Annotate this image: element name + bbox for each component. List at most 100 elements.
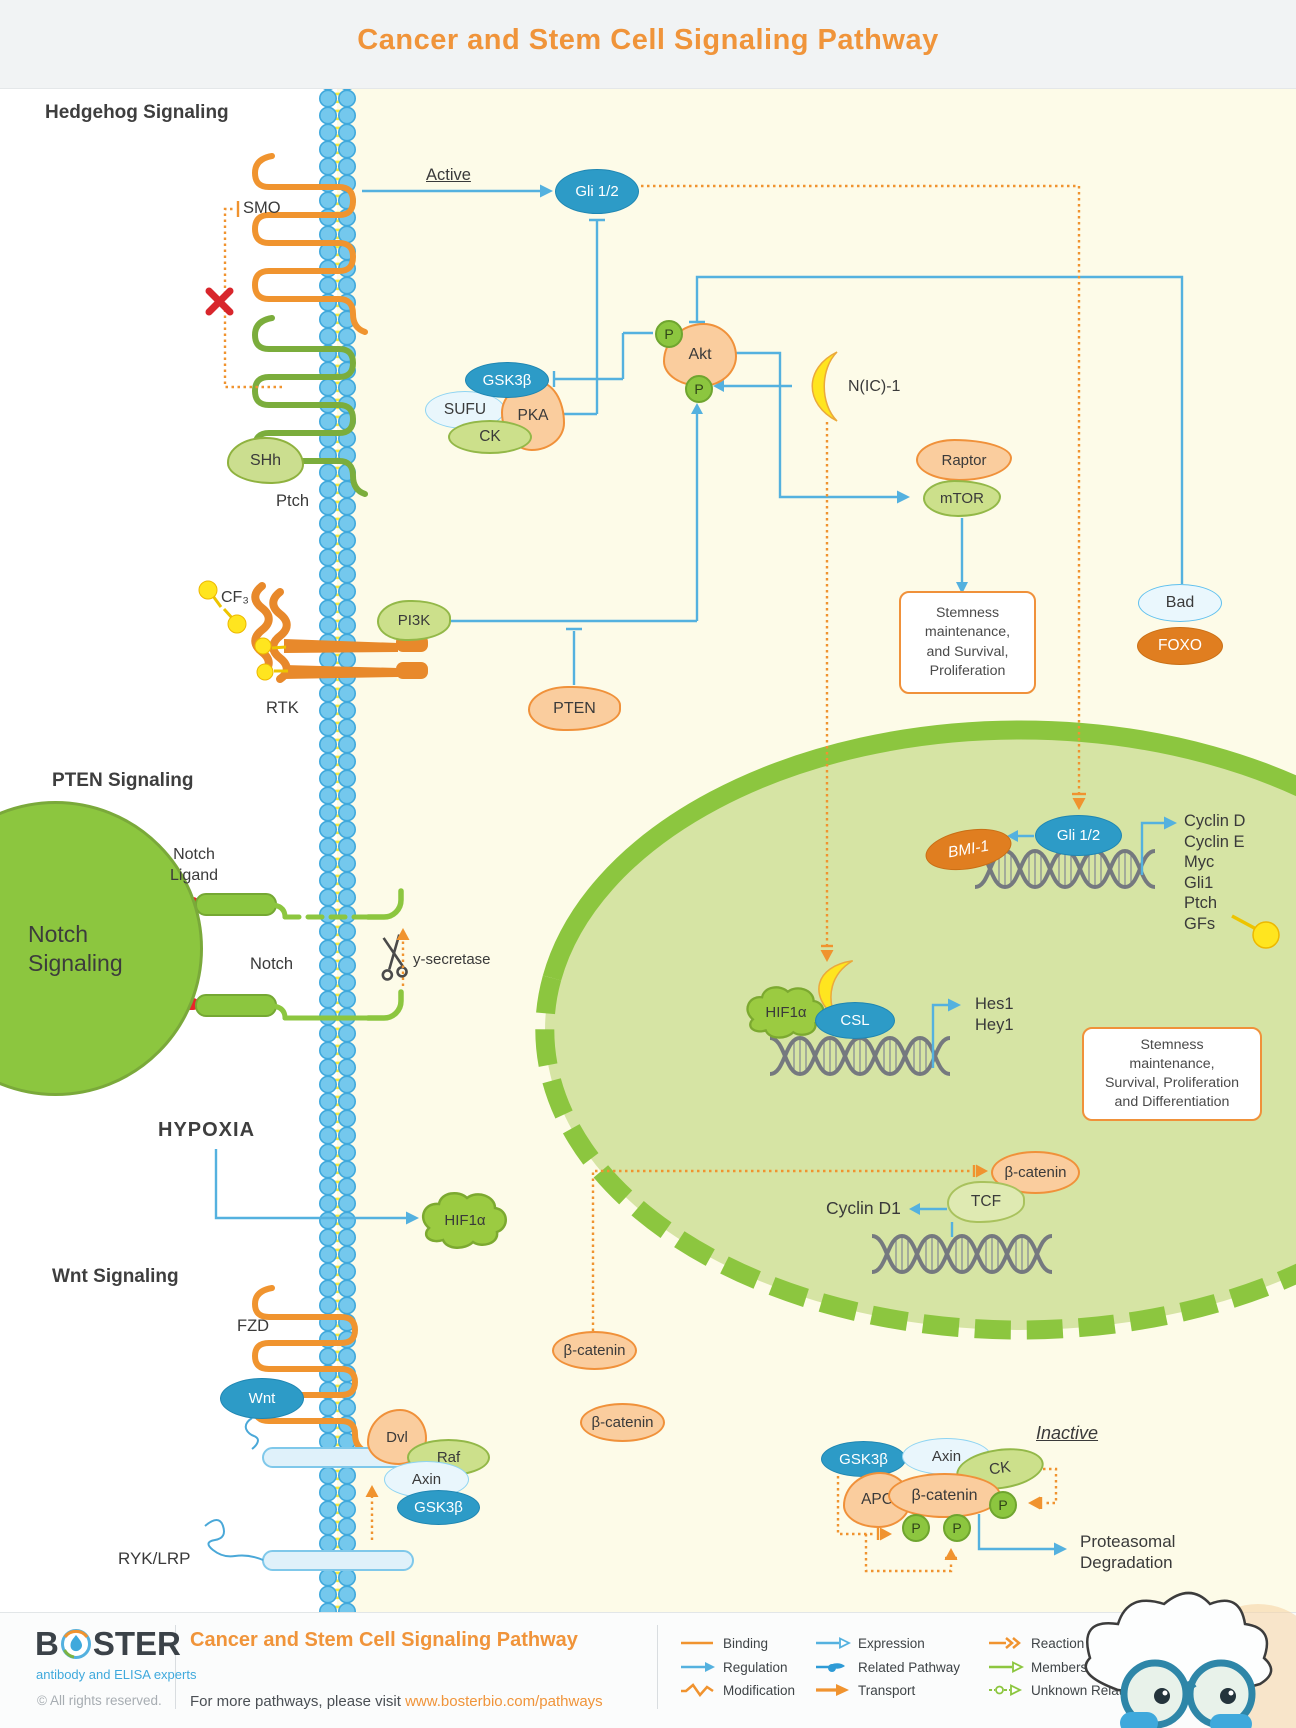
node-beta-catenin-inactive: β-catenin	[888, 1473, 1001, 1518]
visit-text: For more pathways, please visit	[190, 1693, 401, 1710]
page-title: Cancer and Stem Cell Signaling Pathway	[357, 24, 939, 56]
modification-icon	[681, 1683, 714, 1697]
notch-label: Notch	[250, 955, 294, 973]
cf3-label: CF₃	[221, 589, 249, 606]
legend-item-reaction: Reaction	[988, 1635, 1084, 1651]
notch-ligand-label: Notch Ligand	[169, 846, 219, 884]
node-phospho-akt-1: P	[655, 320, 683, 348]
node-gsk3b-wnt: GSK3β	[397, 1490, 480, 1525]
legend-label: Binding	[723, 1635, 769, 1651]
gene-label: Ptch	[1184, 894, 1218, 912]
scissors-icon	[381, 934, 408, 981]
stemness-box-cytoplasm: Stemness maintenance, and Survival, Prol…	[899, 591, 1036, 694]
node-phospho-bcat-1: P	[989, 1491, 1017, 1519]
node-bad: Bad	[1138, 584, 1222, 622]
node-hif1a-nucleus: HIF1α	[765, 1003, 807, 1021]
state-active-label: Active	[426, 166, 471, 184]
ligand-icons	[198, 580, 288, 681]
legend-label: Regulation	[723, 1659, 788, 1675]
ryk-lrp-bar	[262, 1550, 414, 1571]
node-csl: CSL	[815, 1002, 895, 1039]
legend-item-related-pathway: Related Pathway	[815, 1659, 960, 1675]
section-hypoxia: HYPOXIA	[158, 1119, 256, 1141]
nucleus-rim-solid	[542, 720, 1296, 981]
section-notch-signaling: Notch Signaling	[28, 921, 123, 976]
proteasomal-degradation-label: Proteasomal Degradation	[1080, 1532, 1176, 1573]
expression-icon	[816, 1637, 851, 1649]
stemness-box-nucleus: Stemness maintenance, Survival, Prolifer…	[1082, 1027, 1262, 1121]
cyclin-d1-label: Cyclin D1	[826, 1198, 901, 1218]
transport-icon	[816, 1684, 849, 1696]
footer-divider-2	[657, 1625, 658, 1709]
binding-icon	[681, 1641, 713, 1645]
legend-label: Expression	[858, 1635, 925, 1651]
legend-item-transport: Transport	[815, 1682, 915, 1698]
fzd-receptor	[251, 1285, 370, 1455]
related-pathway-icon	[816, 1663, 845, 1672]
legend-item-regulation: Regulation	[680, 1659, 788, 1675]
notch-receptor	[271, 888, 404, 1021]
boster-mascot	[1084, 1591, 1296, 1728]
nucleus	[535, 720, 1296, 1340]
unknown-relation-icon	[989, 1684, 1023, 1696]
node-dvl: Dvl	[367, 1409, 427, 1465]
footer-pathway-title: Cancer and Stem Cell Signaling Pathway	[190, 1629, 578, 1651]
node-pi3k: PI3K	[377, 600, 451, 641]
logo-text-b: B	[35, 1625, 59, 1662]
pathways-link[interactable]: www.bosterbio.com/pathways	[405, 1693, 603, 1710]
ryk-lrp-label: RYK/LRP	[118, 1549, 191, 1568]
logo-text-ster: STER	[92, 1625, 181, 1662]
legend-label: Reaction	[1031, 1635, 1085, 1651]
fzd-label: FZD	[237, 1317, 270, 1335]
node-phospho-bcat-2: P	[902, 1514, 930, 1542]
node-gli12-cytoplasm: Gli 1/2	[555, 169, 639, 214]
hes1-label: Hes1	[975, 995, 1014, 1013]
smo-label: SMO	[243, 199, 281, 217]
ryk-tether	[204, 1519, 264, 1561]
nucleus-rim-dashed	[535, 975, 1296, 1340]
node-gli12-nucleus: Gli 1/2	[1035, 815, 1122, 856]
boster-logo[interactable]: B STER	[35, 1625, 181, 1663]
section-pten-signaling: PTEN Signaling	[52, 770, 194, 791]
inhibition-x-icon	[205, 287, 234, 316]
gamma-secretase-label: y-secretase	[413, 951, 491, 968]
page-header: Cancer and Stem Cell Signaling Pathway	[0, 0, 1296, 89]
footer: B STER antibody and ELISA experts © All …	[0, 1612, 1296, 1728]
section-hedgehog-signaling: Hedgehog Signaling	[45, 102, 229, 123]
gfs-ligand-icon	[1231, 914, 1280, 949]
gene-label: Cyclin E	[1184, 832, 1245, 851]
node-axin-wnt: Axin	[384, 1461, 469, 1498]
cell-membrane	[319, 88, 356, 1612]
node-gsk3b-inactive: GSK3β	[821, 1441, 906, 1477]
legend-label: Related Pathway	[858, 1659, 961, 1675]
smo-receptor	[251, 153, 368, 335]
node-phospho-bcat-3: P	[943, 1514, 971, 1542]
gene-label: Gli1	[1184, 873, 1214, 892]
node-wnt: Wnt	[220, 1378, 304, 1419]
footer-divider-1	[175, 1625, 176, 1709]
legend-label: Transport	[858, 1682, 916, 1698]
hey1-label: Hey1	[975, 1016, 1014, 1034]
legend-item-binding: Binding	[680, 1635, 768, 1651]
node-phospho-akt-2: P	[685, 375, 713, 403]
rtk-label: RTK	[266, 699, 299, 717]
reaction-icon	[989, 1637, 1021, 1649]
regulation-icon	[681, 1662, 715, 1672]
node-beta-catenin-nucleus: β-catenin	[991, 1151, 1080, 1194]
orange-bars-and-heads	[236, 201, 1086, 1560]
wnt-tether	[244, 1417, 259, 1450]
copyright-text: © All rights reserved.	[37, 1693, 162, 1708]
node-shh: SHh	[227, 437, 304, 484]
logo-tagline: antibody and ELISA experts	[36, 1667, 197, 1682]
gene-label: GFs	[1184, 914, 1216, 933]
nic1-label: N(IC)-1	[848, 378, 901, 395]
node-ck-cytoplasm: CK	[448, 420, 532, 454]
node-mtor: mTOR	[923, 480, 1001, 517]
logo-o-icon	[60, 1628, 92, 1660]
gli-target-genes: Cyclin D Cyclin E Myc Gli1 Ptch GFs	[1184, 812, 1245, 935]
legend-item-modification: Modification	[680, 1682, 795, 1698]
ptch-label: Ptch	[276, 492, 310, 510]
membership-icon	[989, 1661, 1024, 1673]
